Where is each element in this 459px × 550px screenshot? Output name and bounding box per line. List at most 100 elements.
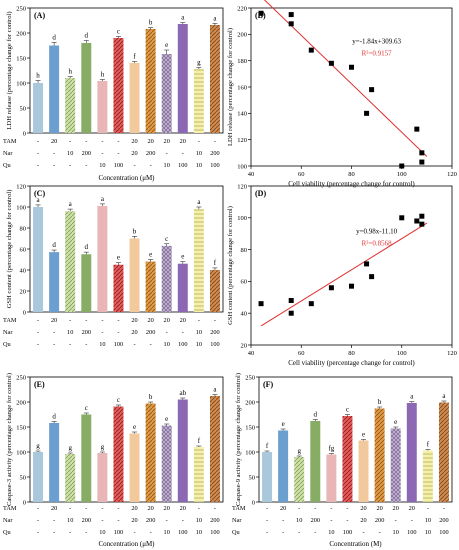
y-tick-label: 20: [20, 288, 27, 295]
treatment-cell: 20: [131, 317, 137, 324]
treatment-row-label: Qu: [3, 162, 12, 169]
treatment-cell: -: [427, 505, 429, 512]
treatment-cell: -: [69, 529, 71, 536]
treatment-cell: 10: [328, 529, 334, 536]
x-tick-label: 40: [248, 171, 255, 178]
treatment-cell: -: [53, 341, 55, 348]
significance-letter: c: [165, 235, 168, 243]
bar: [113, 406, 124, 502]
treatment-cell: -: [266, 505, 268, 512]
data-point: [419, 150, 425, 156]
significance-letter: ab: [179, 389, 186, 397]
treatment-cell: 10: [67, 329, 73, 336]
bar: [33, 207, 44, 312]
plot-frame: [250, 185, 453, 346]
significance-letter: d: [314, 411, 318, 419]
treatment-cell: 100: [178, 162, 187, 169]
treatment-cell: -: [362, 529, 364, 536]
significance-letter: c: [85, 404, 88, 412]
treatment-cell: -: [282, 529, 284, 536]
bar: [209, 270, 220, 312]
bar: [209, 25, 220, 133]
significance-letter: f: [266, 442, 269, 450]
x-tick-label: 40: [248, 350, 255, 357]
treatment-cell: -: [117, 138, 119, 145]
treatment-cell: -: [133, 162, 135, 169]
y-axis-label: GSH content (percentage change for contr…: [227, 206, 234, 325]
bar: [342, 416, 353, 502]
treatment-cell: 20: [51, 138, 57, 145]
treatment-cell: 200: [210, 517, 219, 524]
treatment-cell: 200: [82, 329, 91, 336]
treatment-cell: -: [182, 329, 184, 336]
y-tick-label: 150: [16, 424, 26, 431]
significance-letter: b: [149, 19, 153, 27]
treatment-cell: 100: [114, 341, 123, 348]
y-axis-label: Caspase-3 activity (percentage change fo…: [6, 373, 13, 506]
treatment-cell: 20: [51, 505, 57, 512]
treatment-cell: 10: [196, 517, 202, 524]
panel-label: (E): [34, 380, 45, 389]
x-tick-label: 80: [348, 350, 355, 357]
significance-letter: a: [213, 15, 217, 23]
significance-letter: g: [36, 442, 40, 450]
y-tick-label: 100: [237, 163, 247, 170]
bar: [310, 421, 321, 502]
y-axis-label: LDH release (percentage change for contr…: [6, 11, 13, 129]
treatment-cell: -: [214, 317, 216, 324]
treatment-cell: -: [379, 529, 381, 536]
y-tick-label: 80: [20, 225, 27, 232]
treatment-cell: -: [69, 341, 71, 348]
treatment-cell: 100: [343, 529, 352, 536]
data-point: [399, 163, 405, 169]
significance-letter: a: [181, 14, 185, 22]
y-tick-label: 50: [249, 474, 256, 481]
treatment-cell: -: [37, 329, 39, 336]
treatment-cell: 10: [164, 529, 170, 536]
bar: [161, 54, 172, 133]
x-tick-label: 120: [447, 350, 457, 357]
significance-letter: d: [85, 32, 89, 40]
treatment-cell: 10: [196, 329, 202, 336]
panel-label: (F): [263, 380, 274, 389]
treatment-row-label: Qu: [232, 529, 241, 536]
bar: [145, 261, 156, 312]
treatment-row-label: Qu: [3, 341, 12, 348]
treatment-cell: 20: [131, 150, 137, 157]
data-point: [364, 261, 370, 267]
treatment-cell: 20: [393, 505, 399, 512]
bar: [294, 457, 305, 502]
x-axis-label: Concentration (M): [329, 540, 382, 548]
treatment-cell: -: [117, 517, 119, 524]
treatment-cell: -: [166, 517, 168, 524]
plot-frame: [29, 376, 224, 503]
treatment-cell: -: [69, 162, 71, 169]
treatment-cell: 200: [375, 517, 384, 524]
y-tick-label: 250: [16, 5, 26, 12]
treatment-cell: 20: [376, 505, 382, 512]
y-tick-label: 150: [16, 55, 26, 62]
treatment-cell: 20: [164, 505, 170, 512]
significance-letter: b: [133, 227, 137, 235]
data-point: [349, 283, 354, 289]
bar: [262, 452, 273, 502]
treatment-cell: -: [101, 317, 103, 324]
y-tick-label: 120: [237, 183, 247, 190]
y-tick-label: 100: [245, 449, 255, 456]
bar: [81, 254, 92, 312]
r-squared: R²=0.9157: [362, 50, 392, 58]
bar: [129, 433, 140, 502]
y-axis-label: GSH content (percentage change for contr…: [6, 190, 13, 309]
treatment-cell: -: [117, 329, 119, 336]
treatment-cell: 20: [360, 517, 366, 524]
y-tick-label: 250: [16, 374, 26, 381]
significance-letter: e: [165, 415, 168, 423]
data-point: [364, 110, 370, 116]
treatment-cell: 10: [67, 517, 73, 524]
treatment-row-label: Nar: [3, 329, 13, 336]
bar: [438, 402, 449, 502]
y-tick-label: 0: [23, 499, 26, 506]
treatment-cell: -: [101, 517, 103, 524]
x-tick-label: 80: [348, 171, 355, 178]
treatment-cell: 20: [180, 505, 186, 512]
